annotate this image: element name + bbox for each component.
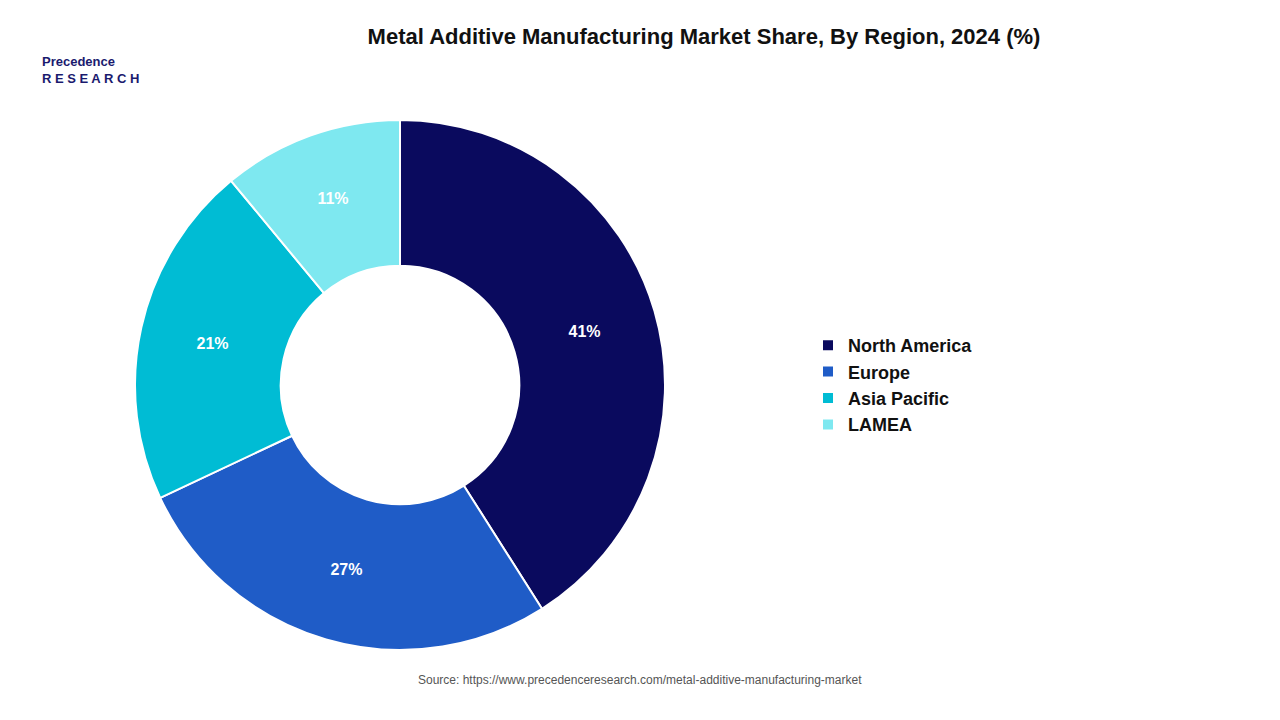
svg-text:Source: https://www.precedence: Source: https://www.precedenceresearch.c… xyxy=(418,673,862,687)
svg-text:PrecedenceR E S E A R C H: PrecedenceR E S E A R C H xyxy=(42,54,139,86)
svg-text:Asia Pacific: Asia Pacific xyxy=(848,389,949,409)
svg-text:LAMEA: LAMEA xyxy=(848,415,912,435)
svg-text:11%: 11% xyxy=(317,190,348,207)
svg-text:Europe: Europe xyxy=(848,363,910,383)
svg-text:Metal Additive Manufacturing M: Metal Additive Manufacturing Market Shar… xyxy=(368,24,1041,49)
svg-text:21%: 21% xyxy=(196,335,228,352)
svg-text:North America: North America xyxy=(848,336,972,356)
svg-text:41%: 41% xyxy=(568,323,600,340)
svg-text:27%: 27% xyxy=(330,561,362,578)
